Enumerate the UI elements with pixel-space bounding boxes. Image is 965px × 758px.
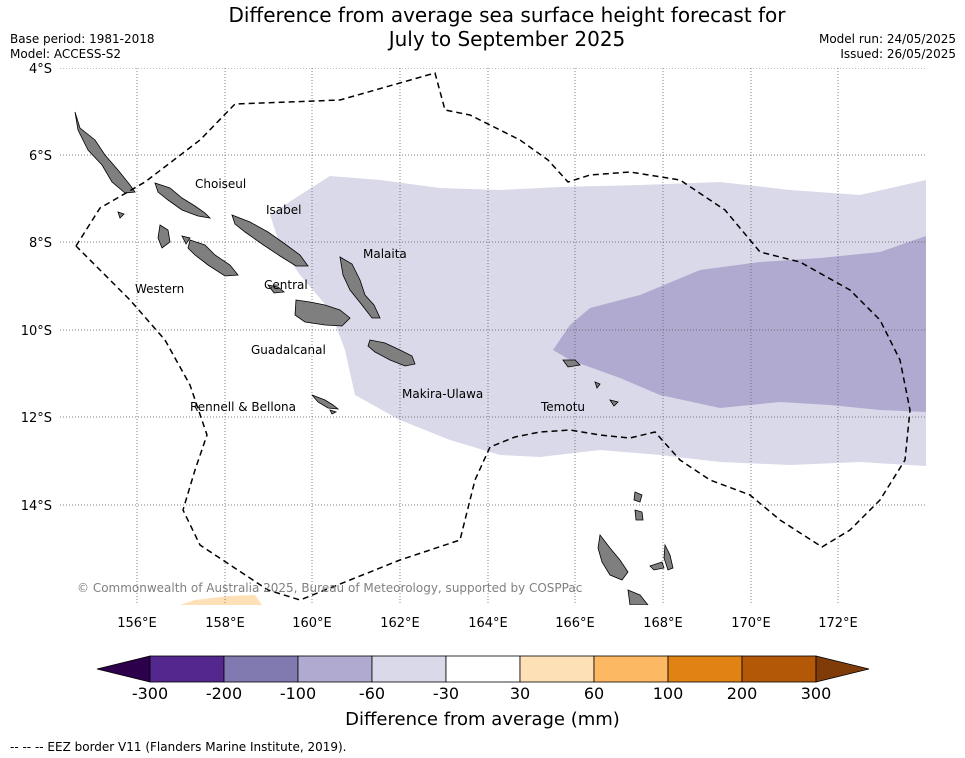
lon-label: 160°E — [292, 616, 332, 631]
island-vanuatu-b — [649, 561, 665, 571]
eez-border — [75, 72, 911, 601]
colorbar-tick: -200 — [205, 684, 243, 703]
colorbar-tick: 300 — [800, 684, 832, 703]
colorbar-segment — [519, 655, 595, 683]
lon-label: 158°E — [205, 616, 245, 631]
island-malaita — [339, 256, 381, 319]
island-rennell — [311, 394, 340, 410]
colorbar-segment — [223, 655, 299, 683]
colorbar-over-arrow — [815, 655, 870, 683]
lon-label: 170°E — [731, 616, 771, 631]
province-western: Western — [135, 282, 184, 296]
lat-label: 10°S — [21, 324, 52, 339]
colorbar-segment — [593, 655, 669, 683]
issued-text: Issued: 26/05/2025 — [840, 47, 956, 61]
island-vanuatu-e — [633, 491, 643, 503]
lat-label: 14°S — [21, 499, 52, 514]
colorbar-tick: -300 — [131, 684, 169, 703]
lat-label: 8°S — [29, 236, 52, 251]
province-isabel: Isabel — [266, 203, 301, 217]
lon-label: 164°E — [468, 616, 508, 631]
island-small-2 — [609, 399, 619, 407]
island-guadalcanal — [294, 299, 351, 327]
model-text: Model: ACCESS-S2 — [10, 47, 122, 61]
province-makira-ulawa: Makira-Ulawa — [402, 387, 483, 401]
province-choiseul: Choiseul — [195, 177, 246, 191]
footnote: -- -- -- EEZ border V11 (Flanders Marine… — [10, 740, 347, 754]
island-makira — [367, 339, 416, 367]
island-small-3 — [117, 211, 125, 219]
island-vanuatu-a — [627, 589, 649, 605]
title-line-2: July to September 2025 — [388, 27, 626, 51]
lon-label: 168°E — [643, 616, 683, 631]
island-florida — [267, 284, 285, 294]
colorbar-segment — [371, 655, 447, 683]
colorbar-tick: -60 — [358, 684, 386, 703]
island-santa-cruz — [562, 359, 581, 368]
island-isabel — [231, 214, 309, 267]
island-small-4 — [181, 235, 191, 245]
longitude-labels: 156°E 158°E 160°E 162°E 164°E 166°E 168°… — [117, 616, 858, 631]
anomaly-region-positive — [180, 595, 262, 605]
lat-label: 12°S — [21, 411, 52, 426]
province-labels: Choiseul Isabel Malaita Western Central … — [135, 177, 585, 414]
province-central: Central — [264, 278, 308, 292]
province-rennell-bellona: Rennell & Bellona — [190, 400, 296, 414]
island-small-1 — [594, 381, 601, 389]
island-vanuatu-north — [597, 534, 629, 581]
colorbar-segment — [445, 655, 521, 683]
lat-label: 4°S — [29, 62, 52, 77]
meta-right: Model run: 24/05/2025 Issued: 26/05/2025 — [819, 32, 956, 62]
graticule — [60, 68, 926, 605]
islands — [74, 111, 674, 605]
colorbar — [96, 655, 870, 683]
latitude-labels: 4°S 6°S 8°S 10°S 12°S 14°S — [21, 62, 52, 514]
island-vella-group — [187, 239, 239, 277]
island-vanuatu-d — [634, 509, 644, 521]
island-vanuatu-c — [663, 543, 674, 571]
colorbar-tick: 30 — [509, 684, 531, 703]
map-area: Choiseul Isabel Malaita Western Central … — [60, 68, 926, 605]
lon-label: 162°E — [380, 616, 420, 631]
model-run-text: Model run: 24/05/2025 — [818, 32, 956, 46]
province-guadalcanal: Guadalcanal — [251, 343, 326, 357]
colorbar-tick: 200 — [726, 684, 758, 703]
province-malaita: Malaita — [363, 247, 407, 261]
colorbar-segments — [149, 655, 817, 683]
colorbar-segment — [741, 655, 817, 683]
meta-left: Base period: 1981-2018 Model: ACCESS-S2 — [10, 32, 155, 62]
base-period-text: Base period: 1981-2018 — [10, 32, 155, 46]
island-new-georgia — [154, 182, 212, 219]
chart-title: Difference from average sea surface heig… — [0, 3, 965, 51]
colorbar-tick: 100 — [652, 684, 684, 703]
lon-label: 166°E — [555, 616, 595, 631]
island-small-5 — [329, 409, 338, 415]
colorbar-title: Difference from average (mm) — [345, 709, 620, 730]
copyright-text: © Commonwealth of Australia 2025, Bureau… — [77, 581, 582, 595]
lon-label: 156°E — [117, 616, 157, 631]
colorbar-tick: -100 — [279, 684, 317, 703]
colorbar-segment — [667, 655, 743, 683]
colorbar-under-arrow — [96, 655, 151, 683]
province-temotu: Temotu — [540, 400, 585, 414]
island-choiseul — [74, 111, 136, 194]
lon-label: 172°E — [818, 616, 858, 631]
colorbar-tick: 60 — [583, 684, 605, 703]
colorbar-tick: -30 — [432, 684, 460, 703]
lat-label: 6°S — [29, 149, 52, 164]
colorbar-segment — [149, 655, 225, 683]
colorbar-segment — [297, 655, 373, 683]
title-line-1: Difference from average sea surface heig… — [228, 3, 786, 27]
island-kolombangara — [157, 224, 171, 249]
